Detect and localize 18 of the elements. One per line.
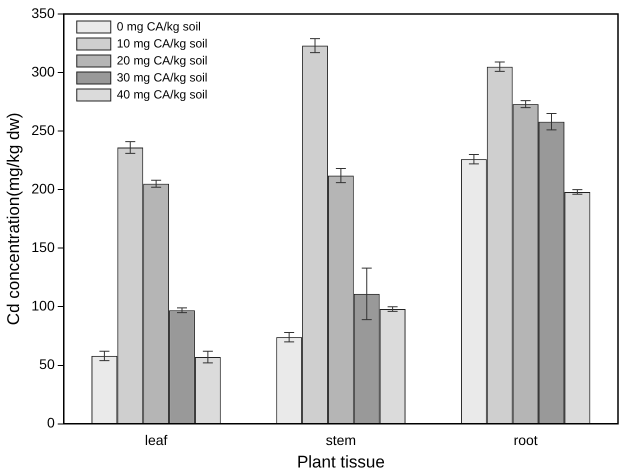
x-tick-label: root (514, 432, 538, 448)
x-tick-label: leaf (144, 432, 168, 448)
y-tick-label: 200 (31, 180, 55, 196)
y-tick-label: 250 (31, 122, 55, 138)
legend-label: 0 mg CA/kg soil (116, 19, 201, 34)
y-tick-label: 0 (46, 414, 55, 431)
legend-label: 10 mg CA/kg soil (116, 36, 208, 50)
y-axis-title: Cd concentration(mg/kg dw) (4, 112, 23, 326)
legend-label: 30 mg CA/kg soil (116, 70, 208, 84)
y-tick-label: 50 (39, 356, 55, 372)
x-tick-label: stem (326, 432, 356, 448)
y-tick-label: 350 (31, 4, 55, 21)
y-tick-label: 150 (31, 239, 55, 256)
x-axis-title: Plant tissue (296, 452, 385, 472)
y-tick-label: 100 (31, 298, 55, 314)
y-tick-label: 300 (31, 63, 55, 80)
legend-label: 40 mg CA/kg soil (116, 87, 208, 102)
legend-label: 20 mg CA/kg soil (116, 53, 208, 68)
